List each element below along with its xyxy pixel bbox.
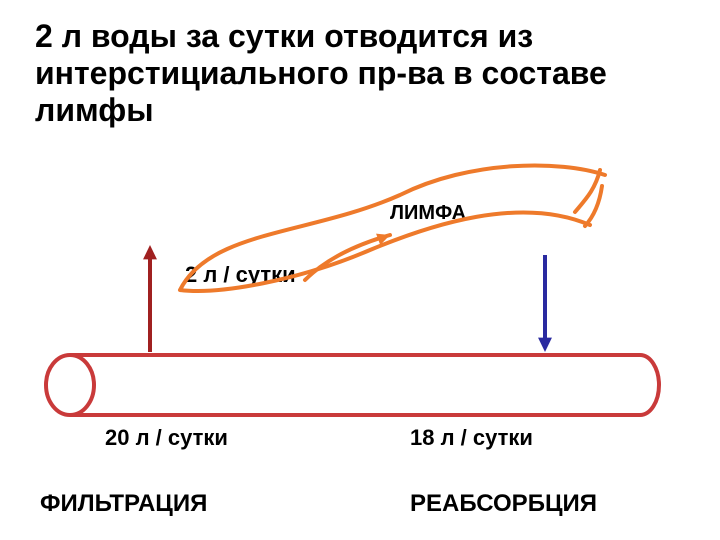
physiology-diagram [0, 0, 720, 540]
